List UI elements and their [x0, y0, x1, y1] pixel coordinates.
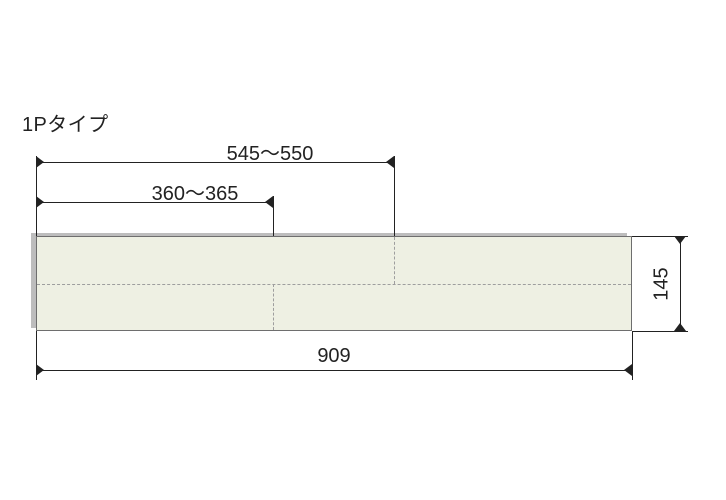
dim-top-outer-arrow-r — [386, 156, 394, 168]
dim-top-inner-arrow-l — [36, 196, 44, 208]
board-seam-1 — [273, 284, 274, 330]
diagram-stage: 1Pタイプ 545～550 360～365 909 145 — [0, 0, 726, 500]
dim-right-ext-b — [632, 331, 688, 332]
dim-bottom-line — [36, 370, 632, 371]
dim-bottom-arrow-l — [36, 364, 44, 376]
dim-bottom-label: 909 — [317, 345, 350, 368]
dim-bottom-arrow-r — [624, 364, 632, 376]
dim-bottom-ext-l — [36, 331, 37, 380]
dim-top-inner-arrow-r — [265, 196, 273, 208]
dim-right-arrow-t — [674, 236, 686, 244]
dim-top-outer-ext-r — [394, 156, 395, 236]
dim-right-line — [680, 236, 681, 331]
diagram-title: 1Pタイプ — [22, 108, 108, 137]
dim-bottom-ext-r — [632, 331, 633, 380]
dim-right-arrow-b — [674, 323, 686, 331]
dim-top-outer-line — [36, 162, 394, 163]
dim-right-label: 145 — [651, 267, 674, 300]
board-seam-2 — [394, 237, 395, 284]
dim-top-outer-arrow-l — [36, 156, 44, 168]
board-center-dashed — [37, 284, 631, 285]
dim-top-inner-ext-r — [273, 196, 274, 236]
dim-right-ext-t — [632, 236, 688, 237]
dim-top-inner-line — [36, 202, 273, 203]
